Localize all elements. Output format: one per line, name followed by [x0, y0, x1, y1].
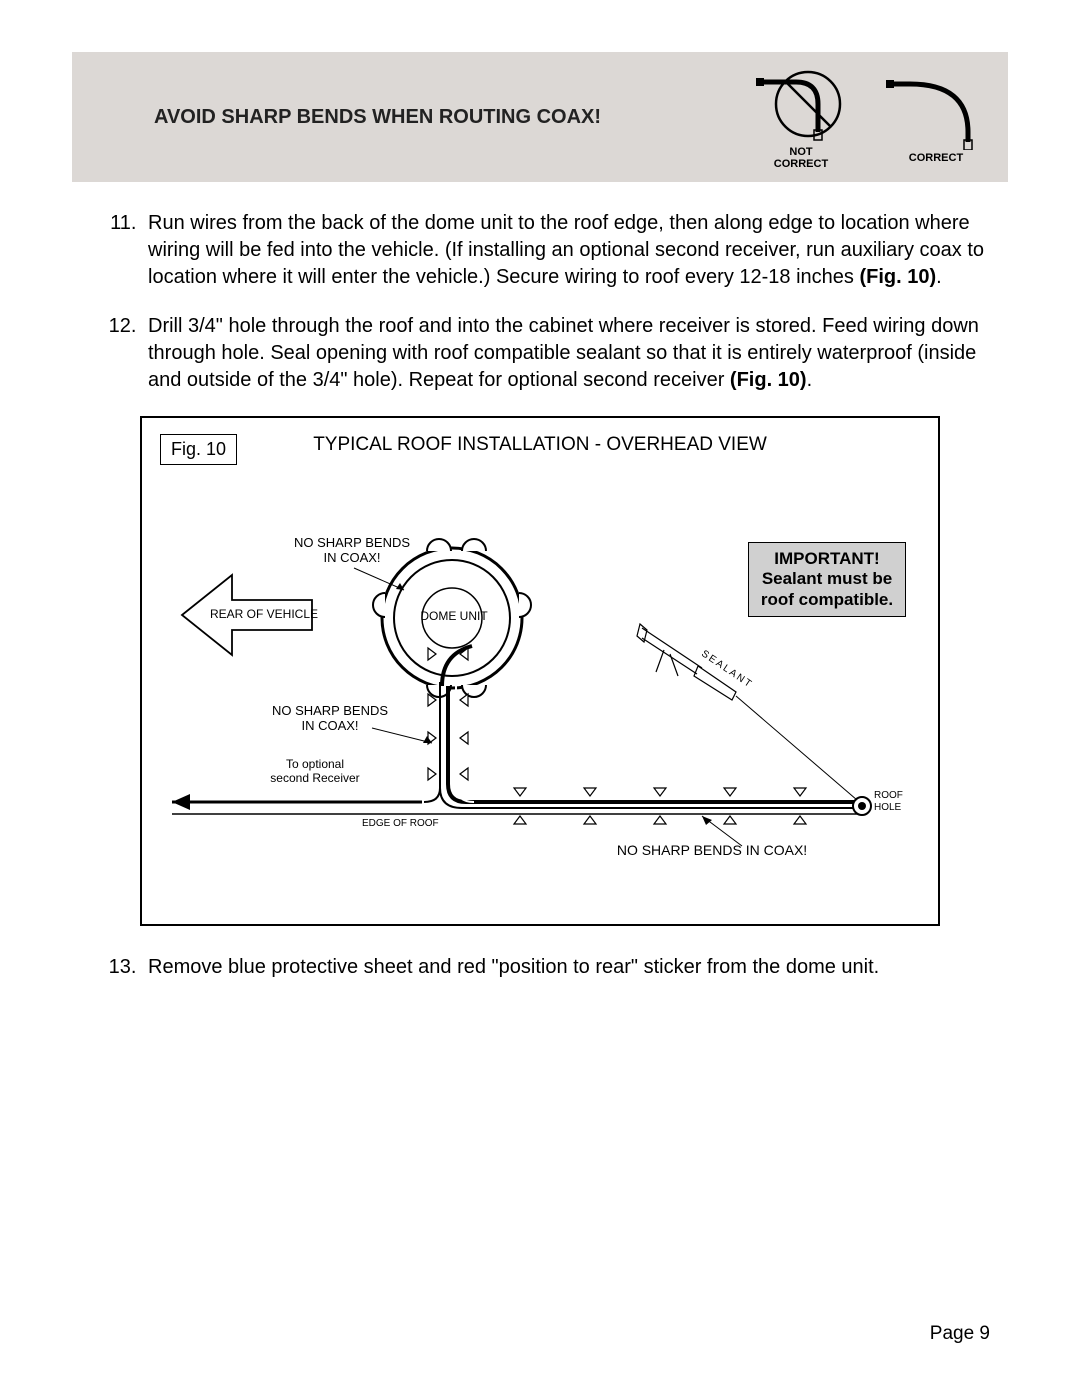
warning-banner: AVOID SHARP BENDS WHEN ROUTING COAX! NOT…	[72, 52, 1008, 182]
instruction-list: Run wires from the back of the dome unit…	[72, 210, 1008, 394]
instruction-12-figref: (Fig. 10)	[730, 369, 807, 391]
not-correct-icon-group: NOTCORRECT	[756, 64, 846, 170]
instruction-12-text: Drill 3/4" hole through the roof and int…	[148, 315, 979, 391]
label-no-sharp-mid: NO SHARP BENDSIN COAX!	[250, 704, 410, 734]
label-roof-hole: ROOFHOLE	[874, 790, 924, 813]
not-correct-label: NOTCORRECT	[774, 146, 828, 170]
label-no-sharp-bottom: NO SHARP BENDS IN COAX!	[582, 842, 842, 858]
banner-headline: AVOID SHARP BENDS WHEN ROUTING COAX!	[94, 106, 756, 129]
instruction-list-2: Remove blue protective sheet and red "po…	[72, 954, 1008, 981]
label-rear-vehicle: REAR OF VEHICLE	[204, 608, 324, 622]
instruction-13-text: Remove blue protective sheet and red "po…	[148, 956, 879, 978]
page-number: Page 9	[930, 1323, 990, 1345]
document-page: AVOID SHARP BENDS WHEN ROUTING COAX! NOT…	[0, 0, 1080, 1397]
instruction-11-figref: (Fig. 10)	[859, 266, 936, 288]
label-no-sharp-top: NO SHARP BENDSIN COAX!	[272, 536, 432, 566]
instruction-11: Run wires from the back of the dome unit…	[142, 210, 1008, 291]
banner-icon-row: NOTCORRECT CORRECT	[756, 64, 986, 170]
figure-10: Fig. 10 TYPICAL ROOF INSTALLATION - OVER…	[140, 416, 940, 926]
label-dome-unit: DOME UNIT	[414, 610, 494, 624]
not-correct-icon	[756, 64, 846, 144]
instruction-12: Drill 3/4" hole through the roof and int…	[142, 313, 1008, 394]
label-to-optional: To optionalsecond Receiver	[250, 758, 380, 786]
correct-label: CORRECT	[909, 152, 963, 164]
label-edge-of-roof: EDGE OF ROOF	[362, 818, 439, 830]
correct-icon	[886, 70, 986, 150]
correct-icon-group: CORRECT	[886, 70, 986, 164]
instruction-13: Remove blue protective sheet and red "po…	[142, 954, 1008, 981]
